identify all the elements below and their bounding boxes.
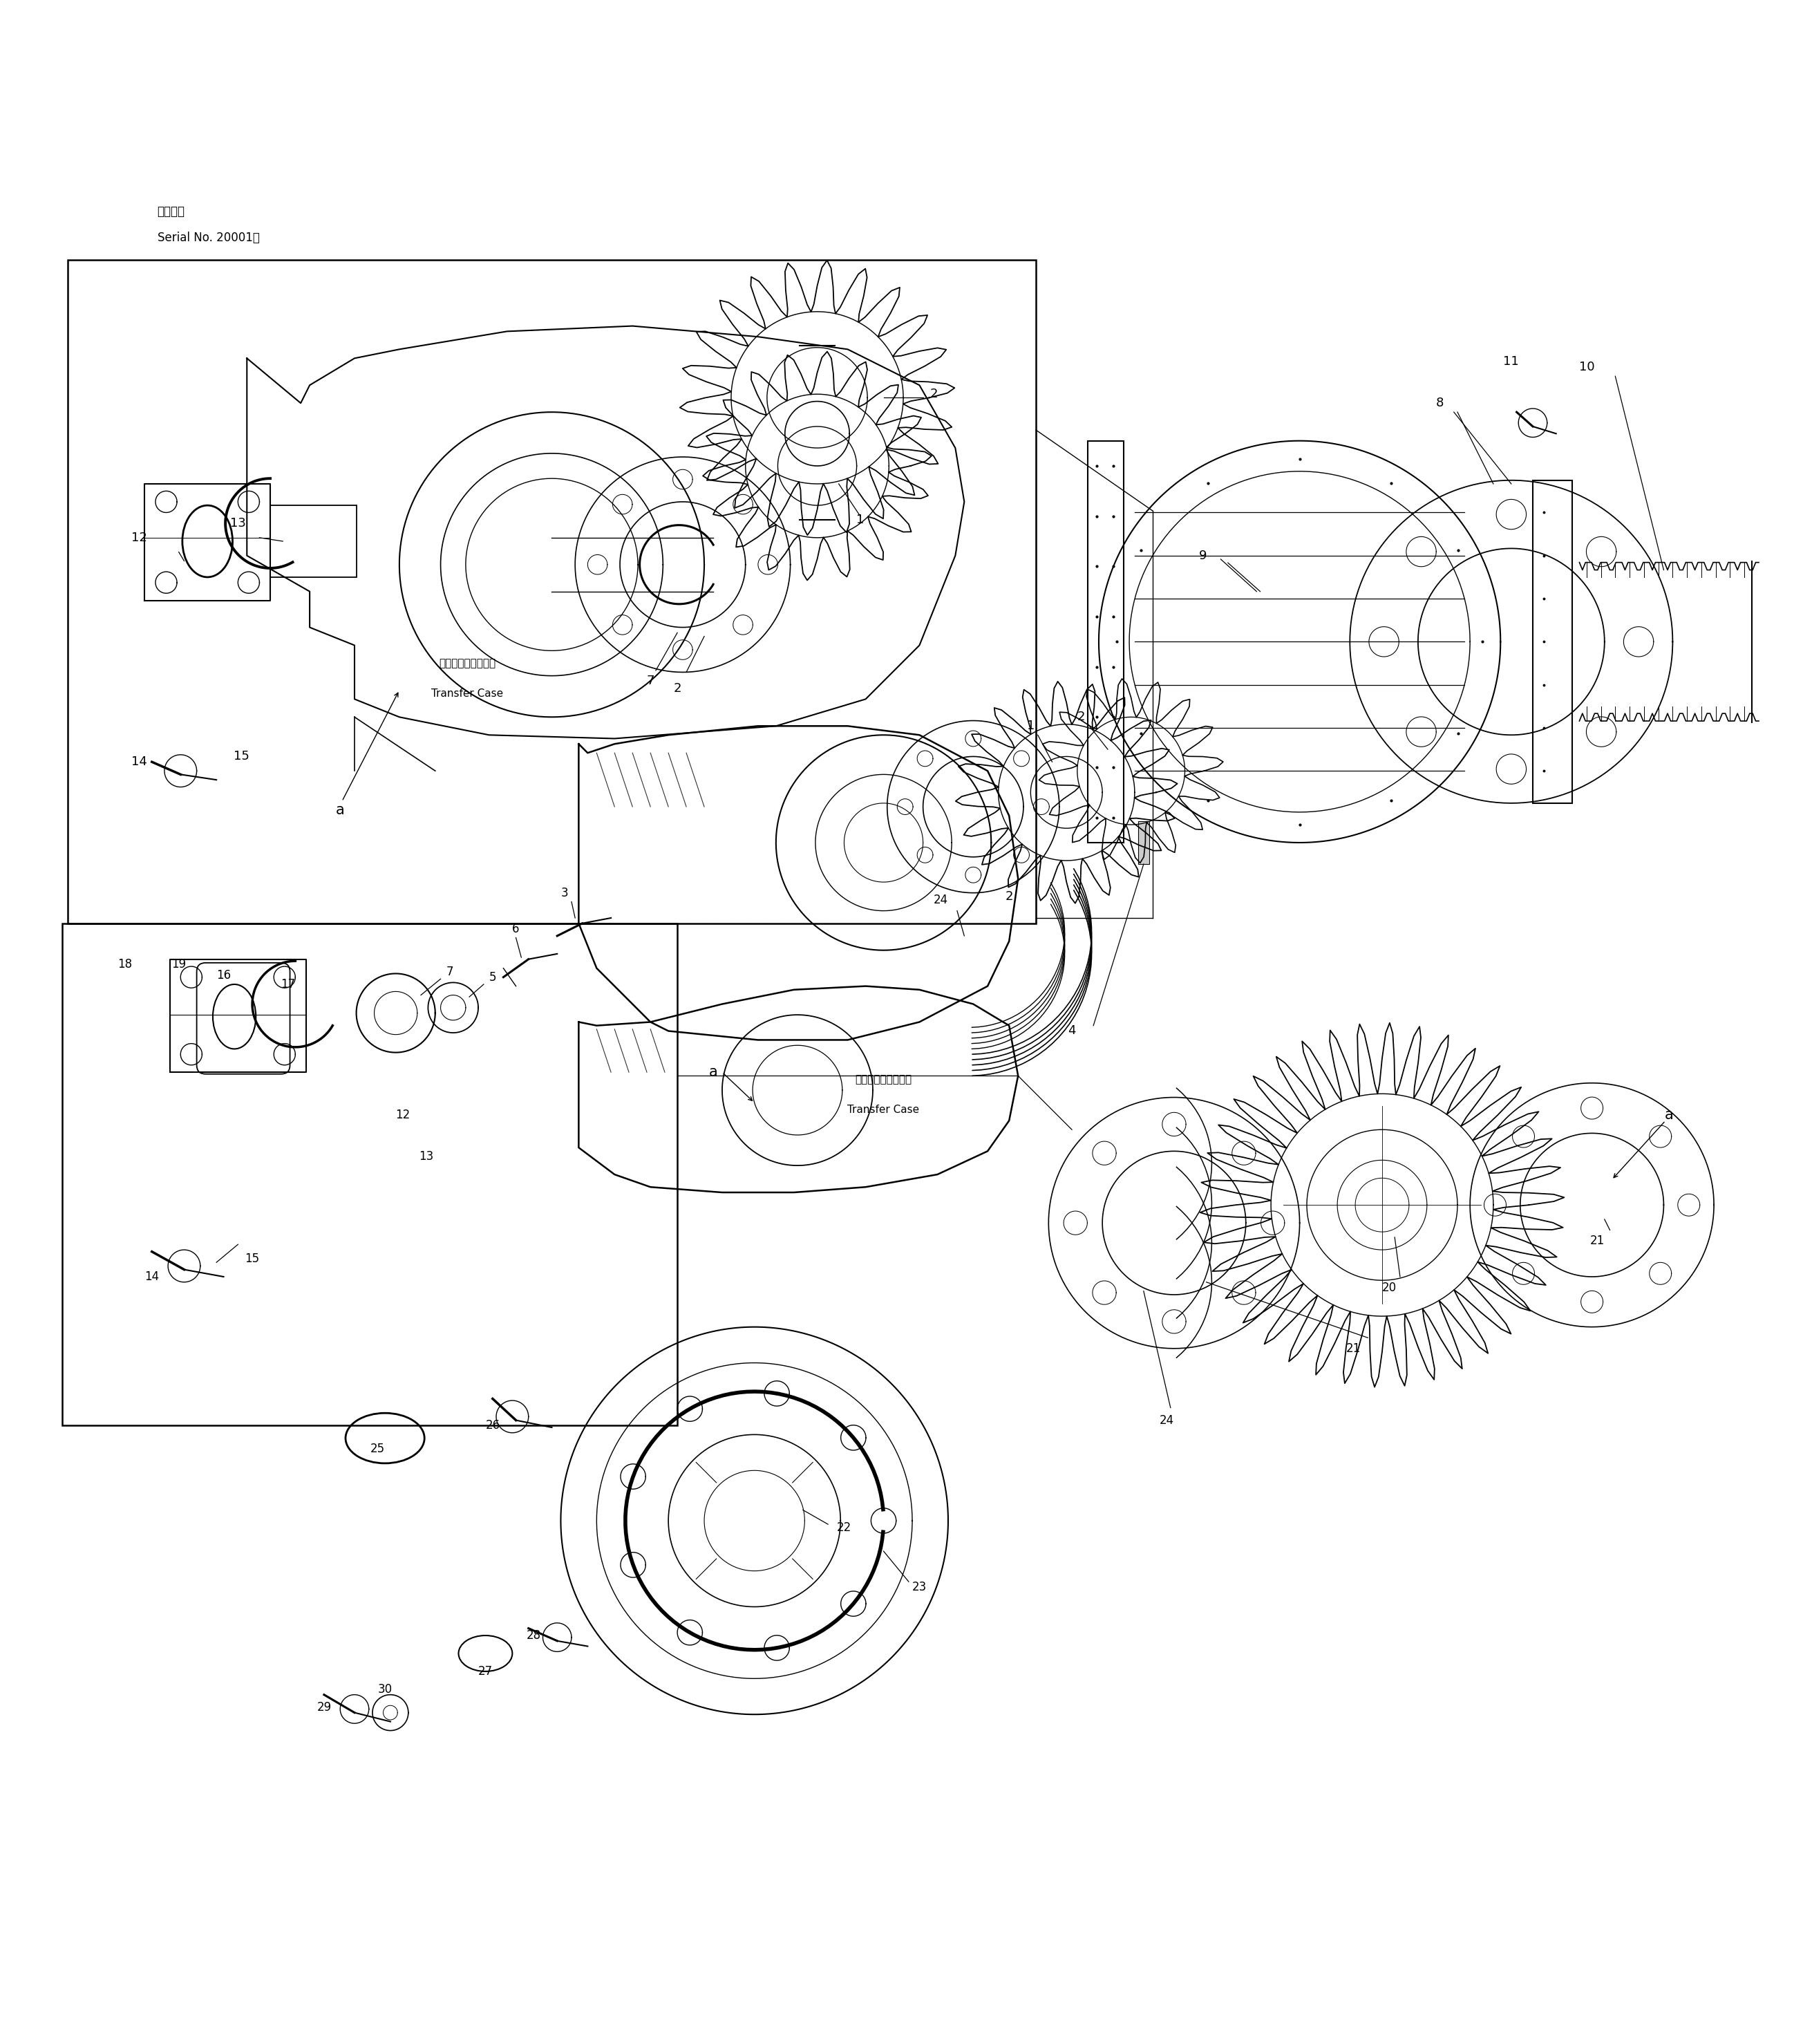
Text: 10: 10 (1579, 362, 1594, 374)
Text: 3: 3 (561, 887, 568, 899)
Text: 5: 5 (489, 971, 496, 983)
Text: 適用号機: 適用号機 (157, 204, 186, 217)
Text: 12: 12 (395, 1110, 411, 1122)
Text: 15: 15 (245, 1253, 260, 1265)
Text: 2: 2 (930, 388, 938, 401)
Text: 21: 21 (1347, 1343, 1361, 1355)
Text: 21: 21 (1590, 1235, 1605, 1247)
Text: 20: 20 (1383, 1282, 1397, 1294)
Text: 14: 14 (132, 756, 148, 769)
Text: トランスファケース: トランスファケース (855, 1075, 912, 1085)
Text: 17: 17 (281, 979, 296, 991)
Text: 2: 2 (673, 683, 682, 695)
Text: 1: 1 (856, 513, 864, 525)
Text: 7: 7 (647, 675, 654, 687)
Text: 25: 25 (371, 1443, 386, 1455)
Text: 2: 2 (1076, 711, 1085, 724)
Bar (1138, 822, 1149, 865)
Text: a: a (1664, 1108, 1673, 1122)
Text: Transfer Case: Transfer Case (847, 1104, 920, 1116)
Text: 24: 24 (934, 893, 948, 905)
Text: 14: 14 (144, 1271, 159, 1284)
Text: トランスファケース: トランスファケース (440, 658, 496, 668)
Text: 22: 22 (837, 1521, 851, 1535)
Text: 24: 24 (1159, 1414, 1174, 1427)
Text: 15: 15 (234, 750, 249, 762)
Text: 7: 7 (445, 965, 453, 977)
Text: 1: 1 (1026, 719, 1035, 732)
Bar (270, 505, 357, 576)
Bar (61, 924, 678, 1425)
Text: 13: 13 (418, 1151, 433, 1163)
Text: 8: 8 (1435, 397, 1444, 409)
Text: 6: 6 (512, 922, 519, 934)
Text: 29: 29 (317, 1701, 332, 1713)
Text: 2: 2 (1004, 891, 1013, 903)
Bar (1533, 480, 1572, 803)
Text: 11: 11 (1504, 356, 1520, 368)
Text: 16: 16 (216, 969, 231, 981)
Text: 30: 30 (377, 1682, 393, 1697)
Text: 13: 13 (231, 517, 245, 529)
Text: 28: 28 (526, 1629, 541, 1641)
Text: a: a (335, 803, 344, 818)
Bar (1087, 442, 1123, 842)
Text: 12: 12 (132, 531, 148, 544)
Text: 27: 27 (478, 1666, 492, 1678)
Text: 4: 4 (1067, 1024, 1076, 1036)
Text: 19: 19 (171, 959, 186, 971)
Text: Transfer Case: Transfer Case (431, 689, 503, 699)
Text: 26: 26 (485, 1419, 499, 1433)
Text: 18: 18 (117, 959, 132, 971)
Text: 9: 9 (1199, 550, 1206, 562)
Text: 23: 23 (912, 1580, 927, 1592)
Text: Serial No. 20001～: Serial No. 20001～ (157, 231, 260, 245)
Text: a: a (709, 1065, 718, 1079)
Bar (67, 260, 1037, 924)
